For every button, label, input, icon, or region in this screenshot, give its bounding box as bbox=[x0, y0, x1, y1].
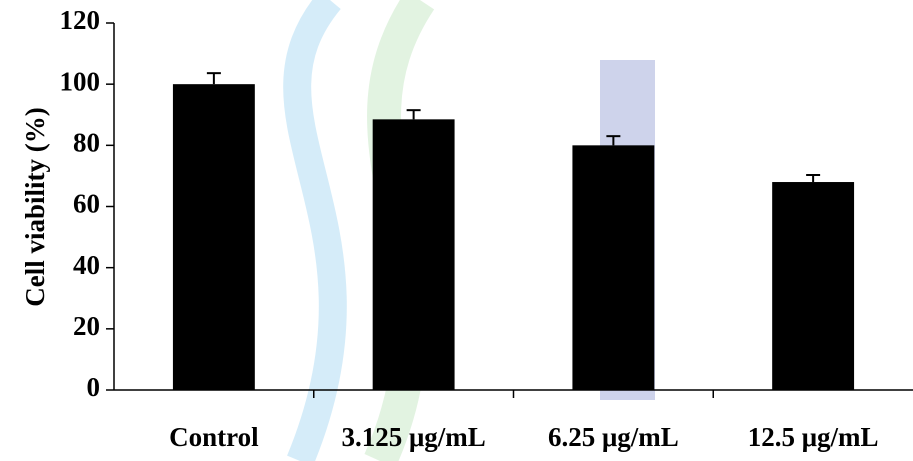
x-tick-label: 12.5 μg/mL bbox=[748, 422, 879, 452]
bar bbox=[372, 119, 455, 391]
y-tick-label: 100 bbox=[60, 66, 101, 96]
y-tick-label: 0 bbox=[87, 372, 101, 402]
bar bbox=[172, 84, 255, 391]
y-tick-label: 80 bbox=[73, 128, 100, 158]
x-tick-label: 3.125 μg/mL bbox=[341, 422, 485, 452]
bar bbox=[572, 145, 655, 390]
bar bbox=[772, 182, 855, 390]
y-tick-label: 20 bbox=[73, 311, 100, 341]
y-axis-label: Cell viability (%) bbox=[20, 107, 50, 306]
y-tick-label: 120 bbox=[60, 5, 101, 35]
x-tick-label: Control bbox=[169, 422, 259, 452]
x-tick-label: 6.25 μg/mL bbox=[548, 422, 679, 452]
y-tick-label: 60 bbox=[73, 189, 100, 219]
y-tick-label: 40 bbox=[73, 250, 100, 280]
